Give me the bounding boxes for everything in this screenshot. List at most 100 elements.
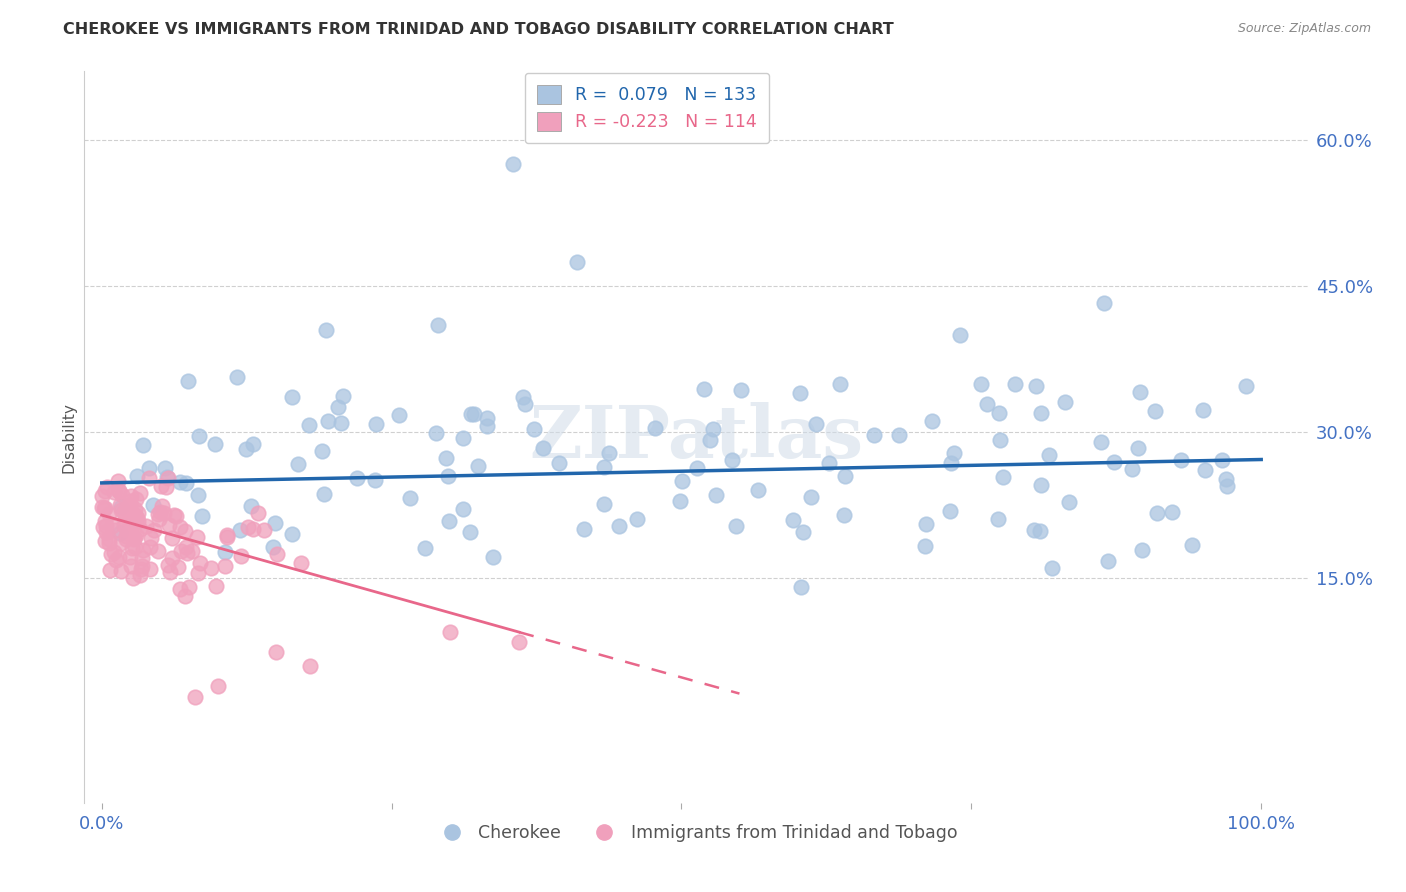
Point xyxy=(328,400,350,414)
Point xyxy=(131,559,153,574)
Point xyxy=(129,486,152,500)
Point xyxy=(107,549,129,564)
Point xyxy=(987,406,1010,420)
Point xyxy=(153,506,176,520)
Point xyxy=(475,411,498,425)
Point xyxy=(120,494,142,508)
Point xyxy=(1031,478,1053,492)
Point xyxy=(548,457,571,471)
Point xyxy=(463,407,485,421)
Point xyxy=(150,499,173,513)
Point xyxy=(460,408,482,422)
Point xyxy=(187,429,209,443)
Point xyxy=(173,524,195,539)
Point xyxy=(686,461,709,475)
Point xyxy=(281,390,304,404)
Point xyxy=(214,545,236,559)
Point xyxy=(115,524,138,538)
Point xyxy=(346,470,368,484)
Point xyxy=(129,522,152,536)
Point xyxy=(214,558,236,573)
Point xyxy=(1130,542,1153,557)
Point xyxy=(287,457,309,471)
Point xyxy=(482,550,505,565)
Point xyxy=(699,433,721,447)
Point xyxy=(146,544,169,558)
Point xyxy=(122,515,145,529)
Point xyxy=(702,422,724,436)
Text: Source: ZipAtlas.com: Source: ZipAtlas.com xyxy=(1237,22,1371,36)
Point xyxy=(138,471,160,485)
Point xyxy=(98,536,121,550)
Point xyxy=(98,507,121,521)
Point xyxy=(176,476,198,491)
Point xyxy=(721,453,744,467)
Point xyxy=(262,540,284,554)
Point xyxy=(125,469,148,483)
Point xyxy=(163,508,186,522)
Point xyxy=(226,370,249,384)
Point xyxy=(188,556,211,570)
Point xyxy=(110,502,132,516)
Point xyxy=(101,518,124,533)
Point xyxy=(110,564,132,578)
Point xyxy=(704,488,727,502)
Point xyxy=(942,446,965,460)
Point xyxy=(156,470,179,484)
Point xyxy=(804,417,827,431)
Point xyxy=(157,558,180,573)
Point xyxy=(593,460,616,475)
Point xyxy=(138,461,160,475)
Point xyxy=(451,502,474,516)
Point xyxy=(125,510,148,524)
Point xyxy=(626,512,648,526)
Point xyxy=(135,518,157,533)
Point xyxy=(149,505,172,519)
Point xyxy=(316,413,339,427)
Point xyxy=(817,456,839,470)
Point xyxy=(131,438,153,452)
Point xyxy=(644,421,666,435)
Point xyxy=(565,254,588,268)
Point xyxy=(264,516,287,531)
Point xyxy=(1215,472,1237,486)
Point xyxy=(969,377,991,392)
Point xyxy=(94,518,117,533)
Point xyxy=(437,514,460,528)
Point xyxy=(523,422,546,436)
Point xyxy=(138,540,160,554)
Point xyxy=(236,520,259,534)
Point xyxy=(200,560,222,574)
Point xyxy=(939,456,962,470)
Point xyxy=(127,506,149,520)
Point xyxy=(921,414,943,428)
Point xyxy=(914,540,936,554)
Point xyxy=(204,437,226,451)
Point xyxy=(789,385,811,400)
Point xyxy=(939,504,962,518)
Point xyxy=(129,568,152,582)
Point xyxy=(1029,406,1052,420)
Point xyxy=(155,480,177,494)
Y-axis label: Disability: Disability xyxy=(60,401,76,473)
Point xyxy=(104,553,127,567)
Point xyxy=(96,480,118,494)
Point xyxy=(1170,452,1192,467)
Point xyxy=(94,500,117,515)
Point xyxy=(103,545,125,559)
Point xyxy=(332,389,354,403)
Point xyxy=(1053,395,1076,409)
Point xyxy=(94,524,117,539)
Point xyxy=(228,523,250,537)
Text: ZIPatlas: ZIPatlas xyxy=(529,401,863,473)
Point xyxy=(1004,376,1026,391)
Point xyxy=(112,518,135,533)
Point xyxy=(1211,452,1233,467)
Point xyxy=(991,469,1014,483)
Point xyxy=(115,501,138,516)
Point xyxy=(120,489,142,503)
Point xyxy=(204,579,226,593)
Point xyxy=(988,433,1011,447)
Point xyxy=(364,473,387,487)
Point xyxy=(915,517,938,532)
